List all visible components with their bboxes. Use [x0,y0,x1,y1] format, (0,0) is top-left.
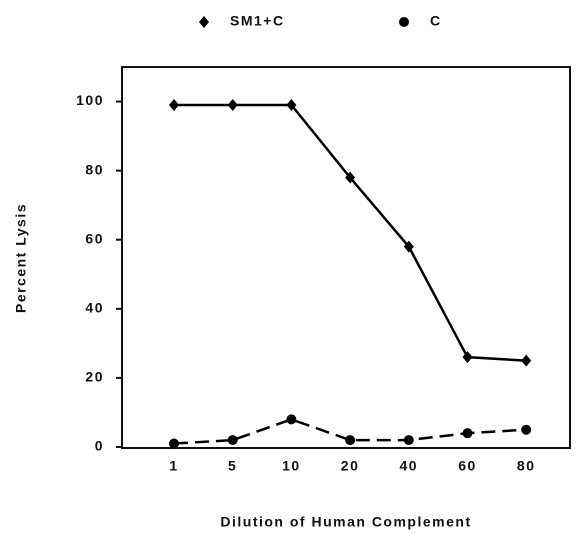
y-tick-label: 40 [85,300,104,316]
y-tick-label: 0 [95,438,104,454]
legend-label: SM1+C [230,13,285,29]
y-tick-label: 80 [85,161,104,177]
diamond-marker [345,171,356,184]
y-tick-label: 100 [76,92,104,108]
y-tick-label: 20 [85,369,104,385]
x-tick-label: 1 [169,458,178,474]
circle-marker [169,438,179,449]
circle-marker [403,435,414,446]
diamond-marker [227,99,238,111]
circle-marker [286,414,297,425]
legend-label: C [430,13,442,29]
x-tick-label: 20 [341,458,360,474]
diamond-marker [521,354,532,367]
diamond-marker [286,99,297,111]
x-tick-label: 5 [228,458,237,474]
circle-marker [399,17,409,27]
x-tick-label: 80 [517,458,536,474]
diamond-marker [462,351,473,364]
y-tick-label: 60 [85,230,104,246]
diamond-marker [199,16,209,28]
x-axis-label: Dilution of Human Complement [220,514,471,530]
diamond-marker [403,240,414,253]
diamond-marker [169,99,179,111]
x-tick-label: 60 [458,458,477,474]
circle-marker [462,428,473,439]
y-axis-label: Percent Lysis [13,203,29,313]
circle-marker [227,435,238,446]
x-tick-label: 10 [282,458,301,474]
plot-frame [121,66,571,449]
circle-marker [521,424,532,435]
x-tick-label: 40 [400,458,419,474]
circle-marker [345,435,356,446]
series-line [174,103,527,362]
